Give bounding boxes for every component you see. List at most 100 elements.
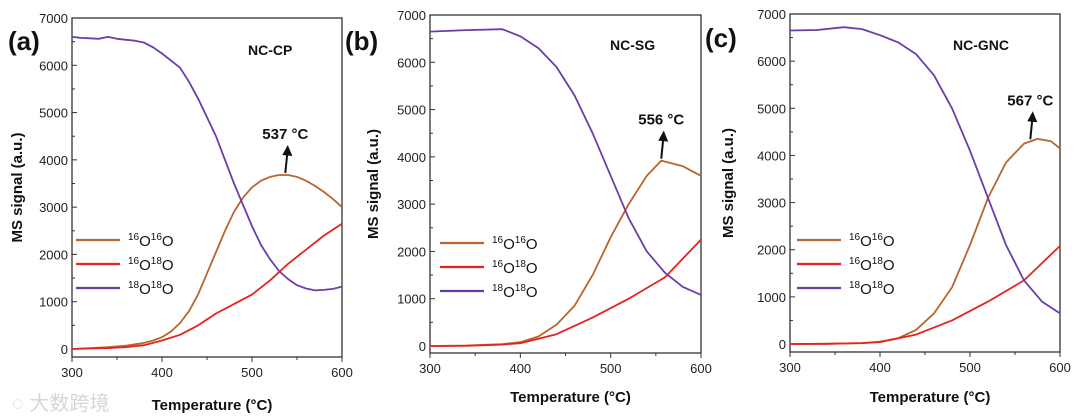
plot-frame (429, 14, 702, 354)
y-tick-label: 1000 (397, 292, 426, 307)
y-tick-label: 3000 (39, 200, 68, 215)
plot-frame (71, 17, 343, 358)
panel-label: (a) (8, 26, 40, 56)
legend-atom: O (526, 284, 538, 301)
peak-arrowhead (1027, 111, 1038, 123)
x-tick-label: 300 (419, 361, 441, 376)
x-tick-label: 400 (869, 360, 891, 375)
peak-arrow (1029, 119, 1034, 140)
watermark: ◌ 大数跨境 (12, 392, 109, 415)
legend-sup: 18 (872, 280, 884, 291)
legend-atom: O (162, 281, 174, 298)
legend-sup: 16 (128, 232, 140, 243)
x-tick-label: 300 (61, 365, 83, 380)
panel-label: (b) (345, 26, 378, 56)
legend-atom: O (883, 281, 895, 298)
y-tick-label: 7000 (397, 8, 426, 23)
x-tick-label: 600 (690, 361, 712, 376)
legend-atom: O (860, 257, 872, 274)
y-tick-label: 5000 (757, 101, 786, 116)
peak-temperature-label: 556 °C (638, 112, 684, 129)
y-tick-label: 4000 (757, 148, 786, 163)
y-tick-label: 2000 (397, 244, 426, 259)
y-tick-label: 7000 (757, 7, 786, 22)
chart-panel-nc-gnc: 0 1000 2000 3000 4000 5000 6000 7000 300 400 500 60… (705, 7, 1071, 406)
legend-label-o16o16: 16O16O (128, 232, 174, 250)
legend-sup: 16 (515, 235, 527, 246)
series-line-o16o18 (429, 238, 702, 347)
y-tick-label: 1000 (757, 290, 786, 305)
y-tick-label: 6000 (757, 54, 786, 69)
y-tick-label: 6000 (39, 58, 68, 73)
peak-temperature-label: 537 °C (262, 126, 308, 143)
sample-name: NC-SG (610, 37, 655, 53)
y-tick-label: 0 (419, 339, 426, 354)
x-tick-label: 500 (600, 361, 622, 376)
x-tick-label: 600 (1049, 360, 1071, 375)
x-tick-label: 300 (779, 360, 801, 375)
legend-atom: O (139, 257, 151, 274)
y-tick-label: 4000 (397, 150, 426, 165)
legend-sup: 18 (515, 283, 527, 294)
legend-label-o16o18: 16O18O (492, 259, 538, 277)
legend-sup: 16 (849, 256, 861, 267)
x-tick-label: 600 (331, 365, 353, 380)
x-axis-label: Temperature (°C) (510, 389, 631, 406)
legend-label-o16o18: 16O18O (128, 256, 174, 274)
legend-sup: 18 (872, 256, 884, 267)
y-tick-label: 3000 (397, 197, 426, 212)
series-line-o18o18 (789, 26, 1061, 315)
legend-label-o18o18: 18O18O (128, 280, 174, 298)
legend-atom: O (503, 284, 515, 301)
legend-sup: 16 (849, 232, 861, 243)
legend-label-o16o18: 16O18O (849, 256, 895, 274)
x-tick-label: 500 (959, 360, 981, 375)
x-axis-label: Temperature (°C) (152, 397, 273, 414)
chart-panel-nc-cp: 0 1000 2000 3000 4000 5000 6000 7000 300 400 500 60… (8, 11, 353, 414)
legend-atom: O (526, 236, 538, 253)
legend-label-o16o16: 16O16O (492, 235, 538, 253)
x-tick-label: 500 (241, 365, 263, 380)
legend-label-o18o18: 18O18O (492, 283, 538, 301)
sample-name: NC-GNC (953, 37, 1009, 53)
y-tick-label: 7000 (39, 11, 68, 26)
y-axis-label: MS signal (a.u.) (720, 128, 737, 238)
y-tick-label: 5000 (397, 103, 426, 118)
legend-atom: O (526, 260, 538, 277)
legend-sup: 16 (151, 232, 163, 243)
legend-label-o18o18: 18O18O (849, 280, 895, 298)
legend-sup: 16 (492, 259, 504, 270)
sample-name: NC-CP (248, 42, 292, 58)
y-tick-label: 3000 (757, 196, 786, 211)
y-tick-label: 2000 (39, 247, 68, 262)
series-line-o16o16 (789, 138, 1061, 345)
legend-sup: 18 (151, 256, 163, 267)
legend-sup: 16 (128, 256, 140, 267)
y-tick-label: 0 (61, 342, 68, 357)
legend-sup: 18 (151, 280, 163, 291)
legend-atom: O (860, 281, 872, 298)
legend-sup: 16 (872, 232, 884, 243)
legend-atom: O (883, 257, 895, 274)
series-line-o16o16 (429, 159, 702, 347)
legend-label-o16o16: 16O16O (849, 232, 895, 250)
x-axis-label: Temperature (°C) (870, 389, 991, 406)
series-line-o16o18 (789, 245, 1061, 345)
y-tick-label: 2000 (757, 243, 786, 258)
peak-arrow (660, 138, 665, 159)
series-line-o16o16 (71, 174, 343, 350)
panel-label: (c) (705, 23, 737, 53)
legend-atom: O (162, 233, 174, 250)
series-line-o18o18 (429, 28, 702, 296)
peak-arrowhead (282, 144, 293, 156)
series-line-o16o18 (71, 222, 343, 350)
legend-sup: 16 (492, 235, 504, 246)
y-tick-label: 0 (779, 337, 786, 352)
legend-sup: 18 (515, 259, 527, 270)
y-tick-label: 4000 (39, 153, 68, 168)
y-axis-label: MS signal (a.u.) (9, 132, 26, 242)
legend-sup: 18 (492, 283, 504, 294)
series-line-o18o18 (71, 36, 343, 292)
